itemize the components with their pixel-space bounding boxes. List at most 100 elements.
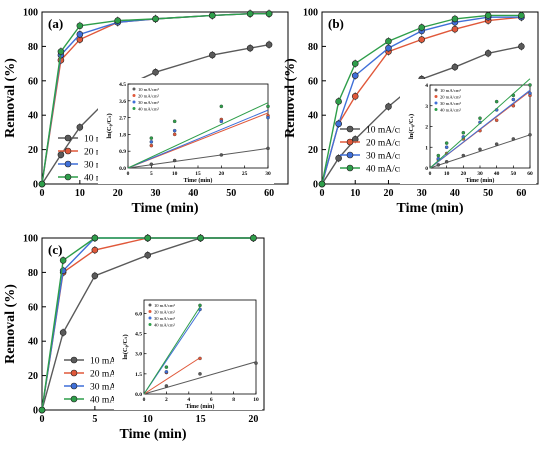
inset-data-point [164,365,169,369]
inset-data-point [511,93,516,98]
x-tick-label: 10 [350,188,360,199]
inset-legend-marker [148,316,152,320]
inset-data-point [528,91,532,96]
data-point [265,10,273,18]
inset-x-tick-label: 0 [429,171,432,177]
inset-legend-label: 10 mA/cm² [154,303,176,308]
inset-legend-marker [434,108,438,111]
y-tick-label: 0 [33,180,38,191]
data-point [76,22,84,30]
inset-x-tick-label: 30 [477,171,483,177]
y-tick-label: 80 [28,42,38,53]
inset-fit-line-4 [127,102,269,169]
y-tick-label: 60 [308,76,318,87]
inset-data-point [172,158,177,163]
inset-data-point [436,153,441,158]
data-point [57,151,65,159]
inset-data-point [266,146,270,151]
inset-y-axis-label: ln(C₀/Cₜ) [122,334,129,359]
x-tick-label: 10 [143,414,153,425]
inset-data-point [266,115,270,120]
inset-x-tick-label: 30 [265,171,271,177]
inset-chart: 0 5 10 15 20 25 30 0.0 0.9 1.8 2.7 3.6 4.5 Time (min)… [98,78,274,184]
inset-data-point [198,372,202,376]
inset-data-point [266,104,270,109]
data-point [351,92,359,100]
inset-x-tick-label: 2 [165,397,168,403]
inset-legend-marker [434,101,438,105]
legend-label: 20 mA/cm² [366,139,409,149]
legend-label: 10 mA/cm² [366,126,409,136]
data-point [152,15,159,23]
x-tick-label: 40 [188,188,198,199]
y-tick-label: 100 [23,8,38,19]
inset-legend-label: 40 mA/cm² [138,106,160,111]
inset-legend-marker [148,303,152,307]
inset-x-tick-label: 5 [150,171,153,177]
inset-legend-marker [132,107,136,110]
inset-legend-label: 20 mA/cm² [154,309,176,314]
inset-x-tick-label: 4 [187,397,190,403]
inset-data-point [494,118,499,123]
series-line-4 [41,237,254,411]
inset-x-tick-label: 10 [444,171,450,177]
inset-data-point [494,99,499,104]
data-point [318,180,326,188]
data-point [76,31,84,38]
series-line-4 [321,14,522,185]
inset-y-tick-label: 2.7 [119,116,126,122]
inset-data-point [511,104,516,108]
inset-data-point [219,104,224,109]
inset-data-point [511,137,516,141]
data-point [418,24,425,31]
inset-fit-line-1 [143,361,257,395]
y-tick-label: 20 [28,145,38,156]
data-point [76,123,84,131]
inset-x-tick-label: 0 [143,397,146,403]
data-point [144,251,152,259]
x-tick-label: 40 [450,188,460,199]
x-tick-label: 10 [75,188,85,199]
x-tick-label: 20 [248,414,258,425]
inset-data-point [149,140,154,144]
data-point [197,234,204,242]
y-tick-label: 40 [308,111,318,122]
inset-data-point [172,119,177,124]
inset-x-tick-label: 20 [219,171,225,177]
data-point [385,37,392,45]
inset-y-tick-label: 1.8 [119,132,126,138]
x-tick-label: 15 [196,414,206,425]
x-tick-label: 50 [483,188,493,199]
x-tick-label: 30 [151,188,161,199]
inset-data-point [149,143,154,148]
x-tick-label: 60 [516,188,526,199]
inset-y-tick-label: 4 [425,83,428,89]
inset-legend-label: 30 mA/cm² [154,316,176,321]
data-point [250,234,257,242]
inset-data-point [528,133,532,137]
inset-y-tick-label: 0 [425,166,428,172]
x-axis-label: Time (min) [131,201,198,216]
data-point [351,72,359,79]
inset-x-tick-label: 0 [127,171,130,177]
inset-data-point [528,83,532,87]
data-point [59,329,67,336]
inset-legend-marker [148,323,152,326]
inset-data-point [149,136,154,140]
data-point [451,25,459,33]
legend-marker [70,356,78,364]
inset-data-point [461,130,466,135]
y-tick-label: 0 [313,180,318,191]
y-tick-label: 80 [308,42,318,53]
inset-data-point [444,141,449,145]
inset-x-axis-label: Time (min) [184,177,213,184]
data-point [351,60,359,67]
inset-x-tick-label: 60 [527,171,533,177]
inset-y-tick-label: 4.5 [119,82,126,88]
inset-data-point [198,356,202,361]
y-axis-label: Removal (%) [283,58,298,138]
y-tick-label: 20 [28,371,38,382]
legend-label: 10 mA/cm² [90,357,133,367]
